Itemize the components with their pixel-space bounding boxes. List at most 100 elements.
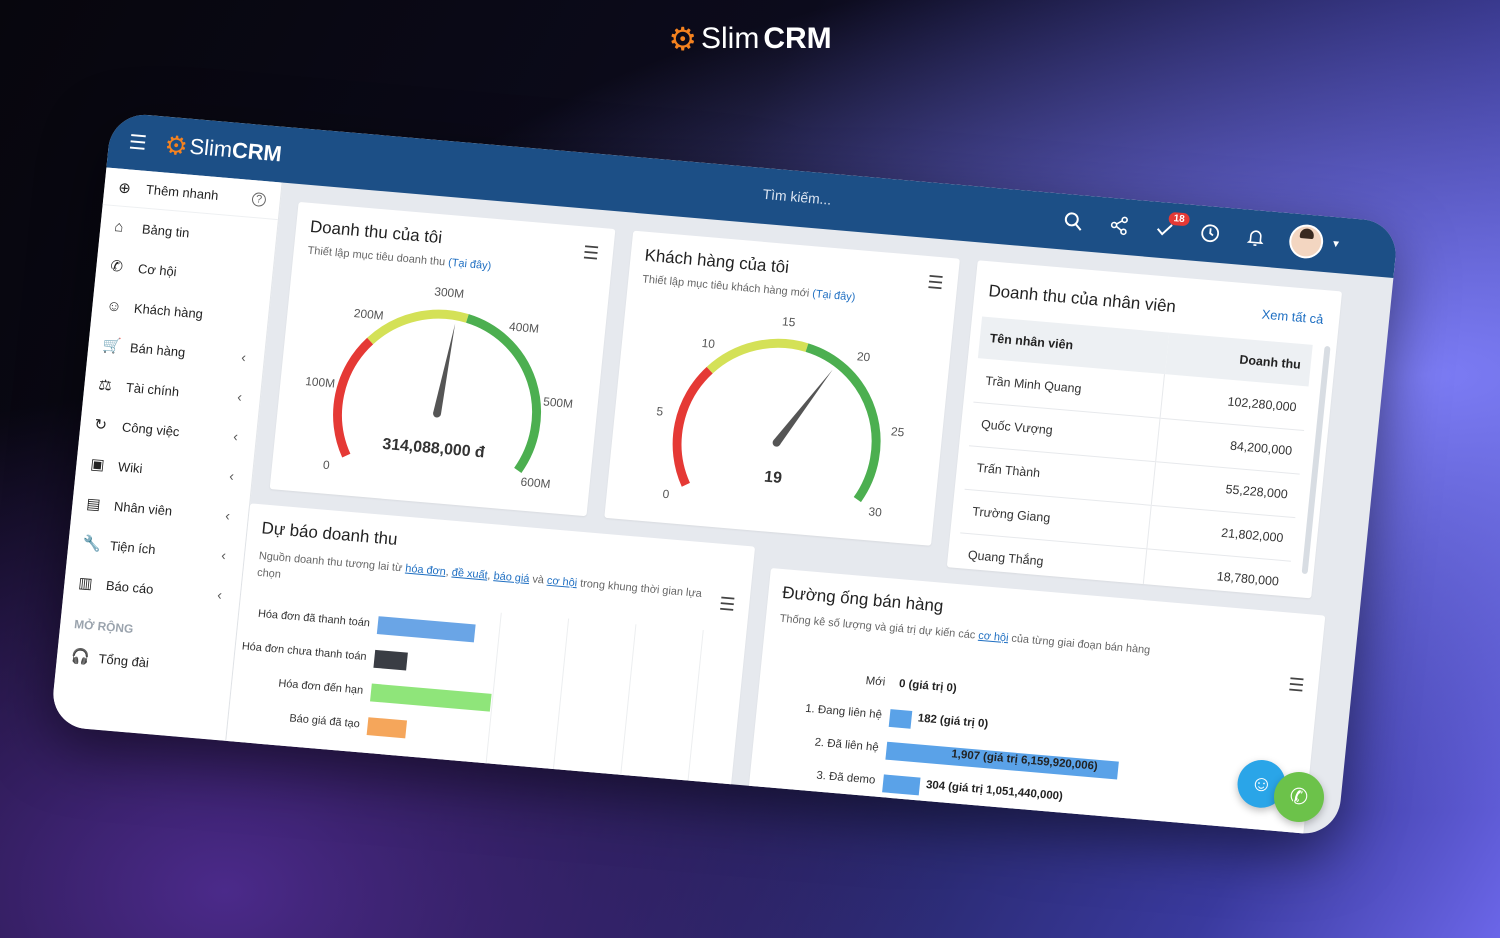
opportunity-link[interactable]: cơ hội — [977, 629, 1010, 645]
menu-icon[interactable]: ☰ — [718, 593, 737, 615]
employee-revenue-card: Doanh thu của nhân viên Xem tất cả Tên n… — [946, 260, 1343, 599]
view-all-link[interactable]: Xem tất cả — [1261, 306, 1325, 327]
chevron-left-icon: ‹ — [216, 586, 223, 603]
sidebar-item-label: Wiki — [117, 458, 144, 476]
gauge-hub — [772, 438, 781, 447]
wrench-icon: 🔧 — [81, 534, 102, 554]
forecast-bar[interactable] — [366, 717, 408, 739]
pipeline-bar[interactable] — [882, 774, 921, 796]
forecast-card: Dự báo doanh thu Nguồn doanh thu tương l… — [224, 503, 756, 805]
gauge-tick-label: 200M — [353, 306, 384, 322]
invoice-link[interactable]: hóa đơn — [404, 562, 447, 578]
bar-category-label: Hóa đơn chưa thanh toán — [241, 640, 368, 664]
app-logo[interactable]: ⚙ Slim CRM — [163, 129, 283, 170]
gauge-tick-label: 100M — [305, 374, 336, 390]
pipeline-bar[interactable] — [892, 676, 894, 695]
sidebar-item-label: Khách hàng — [133, 300, 204, 321]
gauge-tick-label: 300M — [434, 284, 465, 300]
help-icon[interactable]: ? — [251, 191, 267, 207]
gauge-value-label: 314,088,000 đ — [382, 436, 486, 462]
gauge-tick-label: 30 — [868, 504, 883, 519]
hamburger-menu-icon[interactable]: ☰ — [127, 131, 148, 155]
task-count-badge: 18 — [1168, 211, 1191, 227]
search-icon[interactable] — [1061, 209, 1087, 235]
quote-link[interactable]: báo giá — [493, 570, 530, 586]
pipeline-bar[interactable] — [888, 709, 913, 729]
phone-icon: ✆ — [109, 257, 124, 276]
brand-header: ⚙ Slim CRM — [0, 22, 1500, 56]
forecast-bar-chart: Hóa đơn đã thanh toán Hóa đơn chưa thanh … — [241, 600, 651, 769]
user-avatar[interactable] — [1287, 223, 1325, 260]
pipeline-stage-label: 4. Đã gửi đề xuất — [784, 799, 873, 820]
proposal-link[interactable]: đề xuất — [451, 566, 489, 582]
robot-icon: ☺ — [1249, 770, 1274, 797]
forecast-bar[interactable] — [373, 649, 409, 671]
phone-icon: ✆ — [1289, 784, 1309, 809]
share-icon[interactable] — [1106, 213, 1132, 239]
gauge-band-0 — [333, 337, 374, 458]
target-link[interactable]: (Tại đây) — [447, 256, 492, 273]
tasks-check-icon[interactable]: 18 — [1152, 211, 1191, 242]
pipeline-value-label: 304 (giá trị 1,051,440,000) — [925, 779, 1064, 803]
gauge-tick-label: 10 — [701, 336, 716, 351]
gauge-tick-label: 600M — [520, 475, 551, 491]
employee-table: Tên nhân viên Doanh thu Trần Minh Quang 1… — [955, 316, 1313, 599]
menu-icon[interactable]: ☰ — [926, 271, 945, 294]
forecast-bar[interactable] — [376, 616, 476, 643]
gauge-tick-label: 400M — [508, 319, 539, 335]
pipeline-value-label: 127 (giá trị 5,602,100,000) — [900, 809, 1039, 834]
bar-category-label: Hóa đơn đã thanh toán — [257, 607, 371, 630]
clock-icon[interactable] — [1197, 220, 1223, 246]
pipeline-card: Đường ống bán hàng Thống kê số lượng và … — [746, 568, 1326, 837]
wiki-icon: ▣ — [89, 455, 106, 474]
sidebar-item-label: Tiện ích — [109, 537, 157, 557]
chevron-left-icon: ‹ — [240, 348, 247, 366]
sidebar-item-label: Cơ hội — [137, 260, 178, 279]
gauge-hub — [433, 409, 442, 418]
opportunity-link[interactable]: cơ hội — [546, 574, 578, 590]
sidebar-item-label: Công việc — [121, 419, 181, 439]
gear-logo-icon: ⚙ — [163, 129, 190, 161]
card-title: Đường ống bán hàng — [781, 583, 945, 616]
chevron-down-icon[interactable]: ▼ — [1330, 238, 1342, 250]
bell-icon[interactable] — [1243, 224, 1269, 250]
pipeline-stage-label: 1. Đang liên hệ — [804, 702, 883, 722]
chevron-left-icon: ‹ — [228, 467, 235, 484]
menu-icon[interactable]: ☰ — [1287, 674, 1306, 696]
chevron-left-icon: ‹ — [220, 546, 227, 564]
search-input[interactable]: Tìm kiếm... — [762, 185, 833, 208]
bar-category-label: Báo giá đã tạo — [288, 712, 361, 731]
sidebar-item-label: Bảng tin — [141, 221, 191, 240]
pipeline-stage-label: 2. Đã liên hệ — [814, 736, 880, 754]
pipeline-stage-label: 3. Đã demo — [815, 769, 876, 787]
call-button[interactable]: ✆ — [1274, 772, 1324, 822]
revenue-gauge: 0 100M 200M 300M 400M 500M 600M 314,088,000 đ — [305, 284, 574, 491]
chevron-left-icon: ‹ — [232, 428, 239, 445]
gauge-tick-label: 25 — [890, 424, 905, 439]
card-title: Khách hàng của tôi — [643, 245, 790, 277]
gauge-tick-label: 0 — [662, 487, 670, 502]
revenue-card: Doanh thu của tôi Thiết lập mục tiêu doa… — [269, 201, 616, 517]
card-subtitle: Thống kê số lượng và giá trị dự kiến các… — [779, 612, 1151, 657]
sidebar-item-label: Tổng đài — [98, 650, 150, 670]
sidebar-item-label: Bán hàng — [129, 339, 187, 360]
gauge-tick-label: 0 — [322, 458, 330, 473]
id-card-icon: ▤ — [85, 495, 102, 514]
chevron-left-icon: ‹ — [224, 507, 231, 524]
gauge-band-2 — [805, 343, 881, 503]
pipeline-value-label: 182 (giá trị 0) — [917, 712, 989, 731]
logo-bold: CRM — [230, 137, 283, 167]
forecast-bar[interactable] — [370, 683, 492, 712]
customer-gauge: 0 5 10 15 20 25 30 19 — [656, 314, 906, 519]
target-link[interactable]: (Tại đây) — [811, 288, 856, 304]
user-icon: ☺ — [105, 296, 123, 315]
gauge-band-2 — [466, 314, 541, 473]
menu-icon[interactable]: ☰ — [582, 242, 600, 264]
pipeline-bar[interactable] — [878, 807, 896, 827]
sidebar-item-label: Báo cáo — [105, 577, 155, 597]
bar-chart-icon: ▥ — [77, 574, 94, 593]
headset-icon: 🎧 — [70, 647, 91, 667]
pipeline-value-label: 0 (giá trị 0) — [898, 677, 958, 695]
gauge-tick-label: 15 — [782, 314, 797, 329]
gauge-tick-label: 20 — [856, 349, 871, 364]
